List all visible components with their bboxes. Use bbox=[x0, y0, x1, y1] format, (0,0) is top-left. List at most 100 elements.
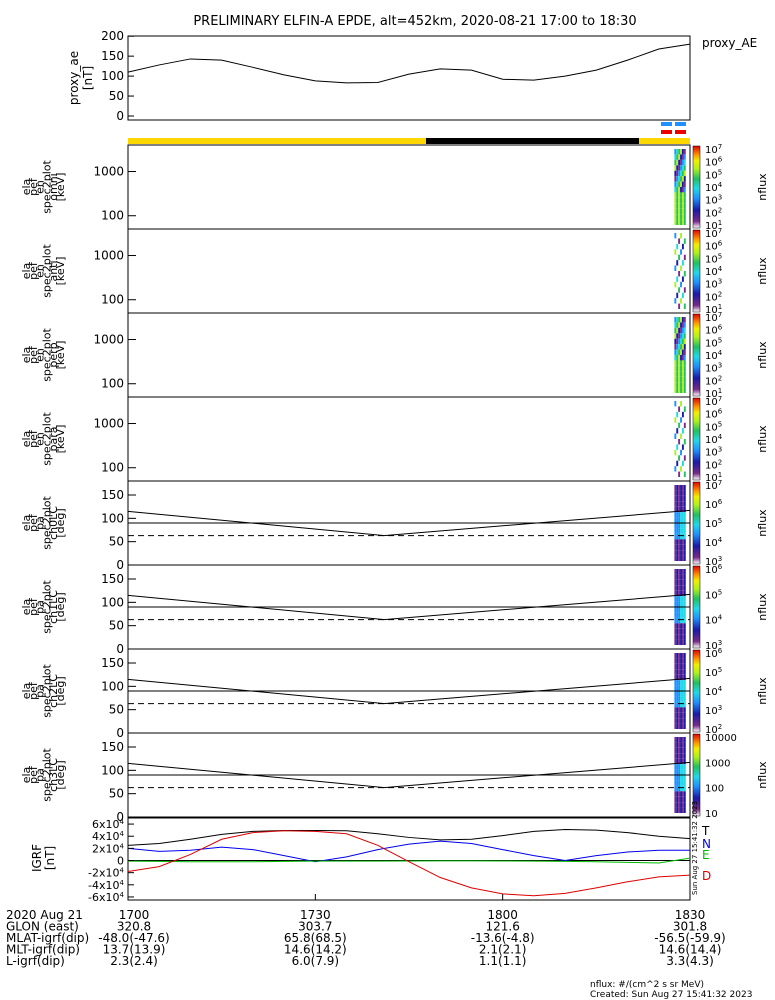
heat-cell bbox=[676, 192, 679, 198]
heat-cell bbox=[674, 607, 677, 613]
heat-cell bbox=[680, 170, 682, 177]
heat-cell bbox=[674, 596, 677, 602]
heat-cell bbox=[674, 634, 677, 640]
heat-cell bbox=[678, 506, 681, 513]
y-tick-label: 2x104 bbox=[92, 842, 125, 855]
heat-cell bbox=[678, 617, 681, 624]
heat-cell bbox=[681, 691, 684, 697]
heat-cell bbox=[676, 723, 679, 729]
heat-cell bbox=[680, 317, 682, 323]
colorbar-label: nflux bbox=[756, 425, 769, 453]
heat-cell bbox=[678, 691, 681, 697]
heat-cell bbox=[676, 785, 679, 792]
heat-cell bbox=[678, 674, 681, 681]
heat-cell bbox=[681, 769, 684, 775]
heat-cell bbox=[681, 276, 684, 282]
heat-cell bbox=[674, 154, 677, 160]
heat-cell bbox=[683, 639, 686, 645]
heat-cell bbox=[676, 208, 679, 215]
heat-cell bbox=[683, 707, 686, 713]
heat-cell bbox=[680, 327, 682, 334]
heat-cell bbox=[674, 159, 677, 166]
heat-cell bbox=[681, 208, 684, 215]
heat-cell bbox=[681, 382, 684, 388]
heat-cell bbox=[674, 550, 677, 556]
heat-cell bbox=[680, 579, 682, 586]
heat-cell bbox=[680, 623, 682, 629]
heat-cell bbox=[674, 628, 677, 635]
colorbar-tick-label: 107 bbox=[705, 311, 722, 324]
heat-cell bbox=[681, 775, 684, 781]
panel-ylabel: pef bbox=[27, 429, 40, 448]
heat-cell bbox=[680, 387, 682, 393]
heat-cell bbox=[674, 233, 677, 239]
heat-cell bbox=[676, 569, 679, 575]
y-tick-label: 50 bbox=[109, 89, 124, 103]
igrf-series-D bbox=[127, 830, 691, 897]
panel-ylabel: en bbox=[34, 180, 47, 194]
heat-cell bbox=[681, 214, 684, 220]
heat-cell bbox=[680, 680, 682, 686]
heat-cell bbox=[674, 569, 677, 575]
heat-cell bbox=[674, 433, 677, 439]
heat-cell bbox=[678, 807, 681, 813]
y-tick-label: 100 bbox=[101, 595, 124, 609]
heat-cell bbox=[674, 149, 677, 155]
heatmap-cells bbox=[674, 317, 686, 393]
heat-cell bbox=[681, 658, 684, 664]
panel-ylabel: spec2plot bbox=[40, 748, 53, 802]
heat-cell bbox=[678, 634, 681, 640]
heat-cell bbox=[681, 758, 684, 765]
heat-cell bbox=[676, 243, 679, 250]
heat-cell bbox=[680, 712, 682, 719]
heat-cell bbox=[674, 685, 677, 691]
heat-cell bbox=[674, 506, 677, 513]
heat-cell bbox=[674, 691, 677, 697]
heat-cell bbox=[674, 376, 677, 383]
heat-cell bbox=[681, 490, 684, 496]
panel-ylabel: pa bbox=[34, 684, 47, 698]
heat-cell bbox=[676, 607, 679, 613]
colorbar-tick-label: 105 bbox=[705, 517, 722, 530]
y-tick-label: 4x104 bbox=[92, 830, 125, 843]
heat-cell bbox=[680, 718, 682, 724]
heat-cell bbox=[676, 764, 679, 770]
heat-cell bbox=[678, 360, 681, 366]
panel-ylabel: pef bbox=[27, 345, 40, 364]
colorbar-tick-label: 106 bbox=[705, 647, 723, 660]
colorbar-tick-label: 1000 bbox=[705, 758, 730, 769]
heat-cell bbox=[680, 596, 682, 602]
heat-cell bbox=[678, 569, 681, 575]
heat-cell bbox=[676, 149, 679, 155]
heat-cell bbox=[674, 176, 677, 182]
heat-cell bbox=[680, 685, 682, 691]
heat-cell bbox=[674, 718, 677, 724]
heat-cell bbox=[674, 219, 677, 225]
heat-cell bbox=[680, 639, 682, 645]
heat-cell bbox=[676, 214, 679, 220]
heat-cell bbox=[676, 333, 679, 339]
heat-cell bbox=[674, 401, 677, 407]
heat-cell bbox=[681, 550, 684, 556]
heat-cell bbox=[678, 208, 681, 215]
heat-cell bbox=[678, 214, 681, 220]
colorbar-tick-label: 101 bbox=[705, 303, 722, 316]
heat-cell bbox=[680, 322, 682, 328]
heat-cell bbox=[680, 802, 682, 808]
proxy-ae-line bbox=[127, 43, 691, 84]
heat-cell bbox=[680, 466, 682, 472]
heat-cell bbox=[676, 634, 679, 640]
heat-cell bbox=[678, 287, 681, 293]
heat-cell bbox=[680, 544, 682, 551]
y-tick-label: 100 bbox=[101, 69, 124, 83]
heat-cell bbox=[678, 723, 681, 729]
heat-cell bbox=[676, 707, 679, 713]
ephemeris-value: 2.3(2.4) bbox=[110, 954, 158, 968]
heat-cell bbox=[676, 338, 679, 345]
ephemeris-table: 2020 Aug 21 1700 1730 1800 1830 GLON (east) 32… bbox=[6, 908, 726, 968]
heat-cell bbox=[680, 696, 682, 702]
heat-cell bbox=[683, 569, 686, 575]
